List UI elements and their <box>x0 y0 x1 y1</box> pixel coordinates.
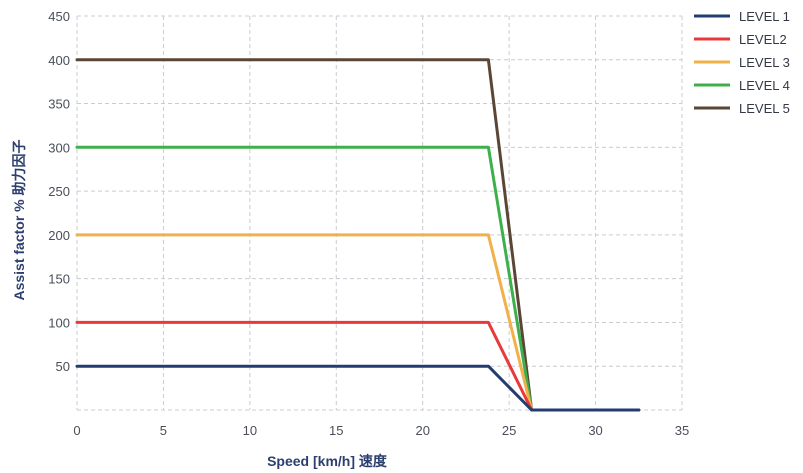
x-tick-label: 15 <box>329 423 343 438</box>
x-tick-label: 25 <box>502 423 516 438</box>
axis-ticks: 50 100 150 200 250 300 350 400 450 0 5 10 15 20 25 30 35 <box>48 9 689 438</box>
legend-label: LEVEL 4 <box>739 78 790 93</box>
x-tick-label: 0 <box>73 423 80 438</box>
grid <box>76 15 683 411</box>
legend-label: LEVEL2 <box>739 32 787 47</box>
y-tick-label: 100 <box>48 315 70 330</box>
y-tick-label: 250 <box>48 184 70 199</box>
legend-label: LEVEL 5 <box>739 101 790 116</box>
legend-label: LEVEL 3 <box>739 55 790 70</box>
legend-label: LEVEL 1 <box>739 9 790 24</box>
series-line-level-1 <box>75 364 641 412</box>
x-tick-label: 30 <box>588 423 602 438</box>
y-tick-label: 400 <box>48 53 70 68</box>
x-tick-label: 5 <box>160 423 167 438</box>
y-tick-label: 450 <box>48 9 70 24</box>
series-lines <box>75 58 641 412</box>
x-tick-label: 10 <box>243 423 257 438</box>
legend: LEVEL 1 LEVEL2 LEVEL 3 LEVEL 4 LEVEL 5 <box>694 9 790 116</box>
y-tick-label: 200 <box>48 228 70 243</box>
x-axis-title: Speed [km/h] 速度 <box>267 453 388 469</box>
x-tick-label: 35 <box>675 423 689 438</box>
y-tick-label: 300 <box>48 140 70 155</box>
x-tick-label: 20 <box>415 423 429 438</box>
y-tick-label: 50 <box>56 359 70 374</box>
y-tick-label: 150 <box>48 272 70 287</box>
y-axis-title: Assist factor % 助力因子 <box>11 139 27 300</box>
y-tick-label: 350 <box>48 97 70 112</box>
